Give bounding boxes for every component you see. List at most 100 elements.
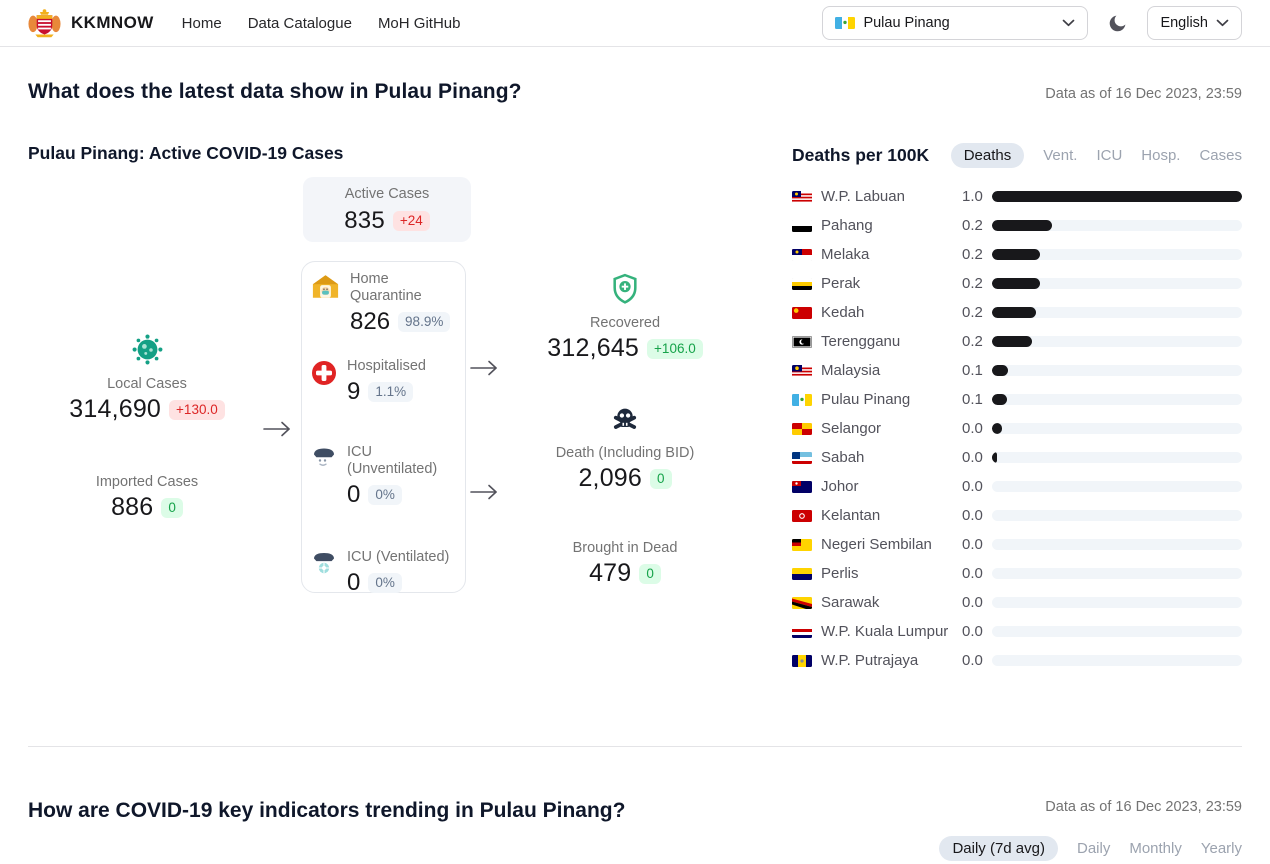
active-cases-flow-diagram: Active Cases 835 +24 (28, 173, 792, 605)
chart-bar-track (992, 626, 1242, 637)
johor-flag-icon (792, 480, 812, 493)
nav-link-data-catalogue[interactable]: Data Catalogue (247, 14, 352, 32)
data-as-of-label: Data as of 16 Dec 2023, 23:59 (1045, 799, 1242, 815)
chart-row-kelantan: Kelantan 0.0 (792, 501, 1242, 530)
pulau-pinang-flag-icon (792, 393, 812, 406)
chart-row-sarawak: Sarawak 0.0 (792, 588, 1242, 617)
perlis-flag-icon (792, 567, 812, 580)
recovered-stat: Recovered 312,645 +106.0 (505, 273, 745, 363)
chart-row-sabah: Sabah 0.0 (792, 443, 1242, 472)
brought-in-dead-delta-badge: 0 (639, 563, 661, 584)
chart-row-value: 0.0 (962, 478, 983, 495)
chart-row-label: Johor (821, 478, 859, 495)
chart-row-johor: Johor 0.0 (792, 472, 1242, 501)
hospitalised-value: 9 (347, 378, 361, 405)
chart-bar-track (992, 336, 1242, 347)
kuala-lumpur-flag-icon (792, 625, 812, 638)
chart-row-perlis: Perlis 0.0 (792, 559, 1242, 588)
chart-row-label: Kedah (821, 304, 865, 321)
trend-section-heading: How are COVID-19 key indicators trending… (28, 799, 626, 822)
chart-bar-fill (992, 365, 1009, 376)
chart-row-value: 0.1 (962, 362, 983, 379)
perak-flag-icon (792, 277, 812, 290)
icu-bed-icon (311, 446, 337, 509)
local-cases-value: 314,690 (69, 395, 162, 423)
chart-bar-track (992, 539, 1242, 550)
active-cases-label: Active Cases (344, 185, 430, 202)
trend-tab-yearly[interactable]: Yearly (1200, 840, 1242, 857)
chart-row-value: 1.0 (962, 188, 983, 205)
active-cases-value: 835 (344, 206, 385, 234)
trend-tab-daily[interactable]: Daily (1076, 840, 1111, 857)
chart-row-label: Perlis (821, 565, 859, 582)
chart-bar-fill (992, 278, 1040, 289)
chart-row-value: 0.0 (962, 536, 983, 553)
chart-bar-fill (992, 307, 1036, 318)
brand-logo[interactable]: KKMNOW (28, 8, 154, 38)
nav-link-moh-github[interactable]: MoH GitHub (377, 14, 461, 32)
deaths-per-100k-chart: W.P. Labuan 1.0 Pahang 0.2 Melaka 0.2 Perak 0.2… (792, 182, 1242, 675)
chart-tab-hosp-[interactable]: Hosp. (1141, 147, 1181, 164)
chart-bar-track (992, 191, 1242, 202)
chart-bar-fill (992, 452, 998, 463)
chart-tab-vent-[interactable]: Vent. (1043, 147, 1078, 164)
chart-bar-track (992, 655, 1242, 666)
navbar: KKMNOW Home Data Catalogue MoH GitHub Pula… (0, 0, 1270, 47)
labuan-flag-icon (792, 190, 812, 203)
chart-row-label: Sarawak (821, 594, 880, 611)
brand-name: KKMNOW (71, 13, 154, 32)
chart-bar-track (992, 597, 1242, 608)
language-selector[interactable]: English (1147, 6, 1242, 40)
chart-row-pahang: Pahang 0.2 (792, 211, 1242, 240)
pulau-pinang-flag-icon (835, 17, 856, 29)
hospital-cross-icon (311, 360, 337, 406)
chart-row-value: 0.0 (962, 420, 983, 437)
icu-ventilated-value: 0 (347, 569, 361, 596)
terengganu-flag-icon (792, 335, 812, 348)
chart-row-label: W.P. Kuala Lumpur (821, 623, 949, 640)
chart-bar-fill (992, 220, 1052, 231)
brought-in-dead-label: Brought in Dead (572, 540, 678, 556)
chart-bar-track (992, 278, 1242, 289)
latest-section-heading: What does the latest data show in Pulau … (28, 80, 522, 103)
chart-row-putrajaya: W.P. Putrajaya 0.0 (792, 646, 1242, 675)
hospitalised-item: Hospitalised 9 1.1% (311, 358, 461, 406)
home-quarantine-label: Home Quarantine (350, 271, 422, 304)
malaysia-coat-of-arms-icon (28, 8, 61, 38)
language-selector-value: English (1160, 15, 1208, 31)
chart-row-label: Pahang (821, 217, 873, 234)
chart-bar-fill (992, 423, 1002, 434)
icu-ventilator-icon (311, 551, 337, 597)
chart-tab-icu[interactable]: ICU (1096, 147, 1123, 164)
chart-row-label: Sabah (821, 449, 865, 466)
home-quarantine-value: 826 (350, 308, 391, 335)
nav-link-home[interactable]: Home (181, 14, 222, 32)
hospitalised-share-badge: 1.1% (368, 382, 414, 402)
state-selector-value: Pulau Pinang (863, 15, 950, 31)
trend-tab-monthly[interactable]: Monthly (1129, 840, 1182, 857)
data-as-of-label: Data as of 16 Dec 2023, 23:59 (1045, 86, 1242, 102)
dark-mode-toggle[interactable] (1107, 13, 1128, 34)
chart-row-malaysia: Malaysia 0.1 (792, 356, 1242, 385)
imported-cases-delta-badge: 0 (161, 497, 183, 518)
chart-tab-cases[interactable]: Cases (1199, 147, 1242, 164)
recovered-label: Recovered (589, 315, 661, 331)
recovered-value: 312,645 (547, 334, 640, 362)
state-selector[interactable]: Pulau Pinang (822, 6, 1089, 40)
chart-row-pulau-pinang: Pulau Pinang 0.1 (792, 385, 1242, 414)
putrajaya-flag-icon (792, 654, 812, 667)
home-quarantine-icon (311, 273, 340, 336)
flow-diagram-title: Pulau Pinang: Active COVID-19 Cases (28, 143, 344, 163)
chart-tab-deaths[interactable]: Deaths (950, 143, 1025, 168)
chart-row-value: 0.2 (962, 304, 983, 321)
chart-row-value: 0.2 (962, 333, 983, 350)
chart-row-selangor: Selangor 0.0 (792, 414, 1242, 443)
chart-bar-track (992, 394, 1242, 405)
death-stat: Death (Including BID) 2,096 0 (505, 405, 745, 493)
chart-bar-fill (992, 191, 1242, 202)
chart-title: Deaths per 100K (792, 145, 930, 165)
melaka-flag-icon (792, 248, 812, 261)
trend-tab-daily-7d-avg-[interactable]: Daily (7d avg) (939, 836, 1058, 861)
chart-row-labuan: W.P. Labuan 1.0 (792, 182, 1242, 211)
chevron-down-icon (1062, 15, 1075, 31)
